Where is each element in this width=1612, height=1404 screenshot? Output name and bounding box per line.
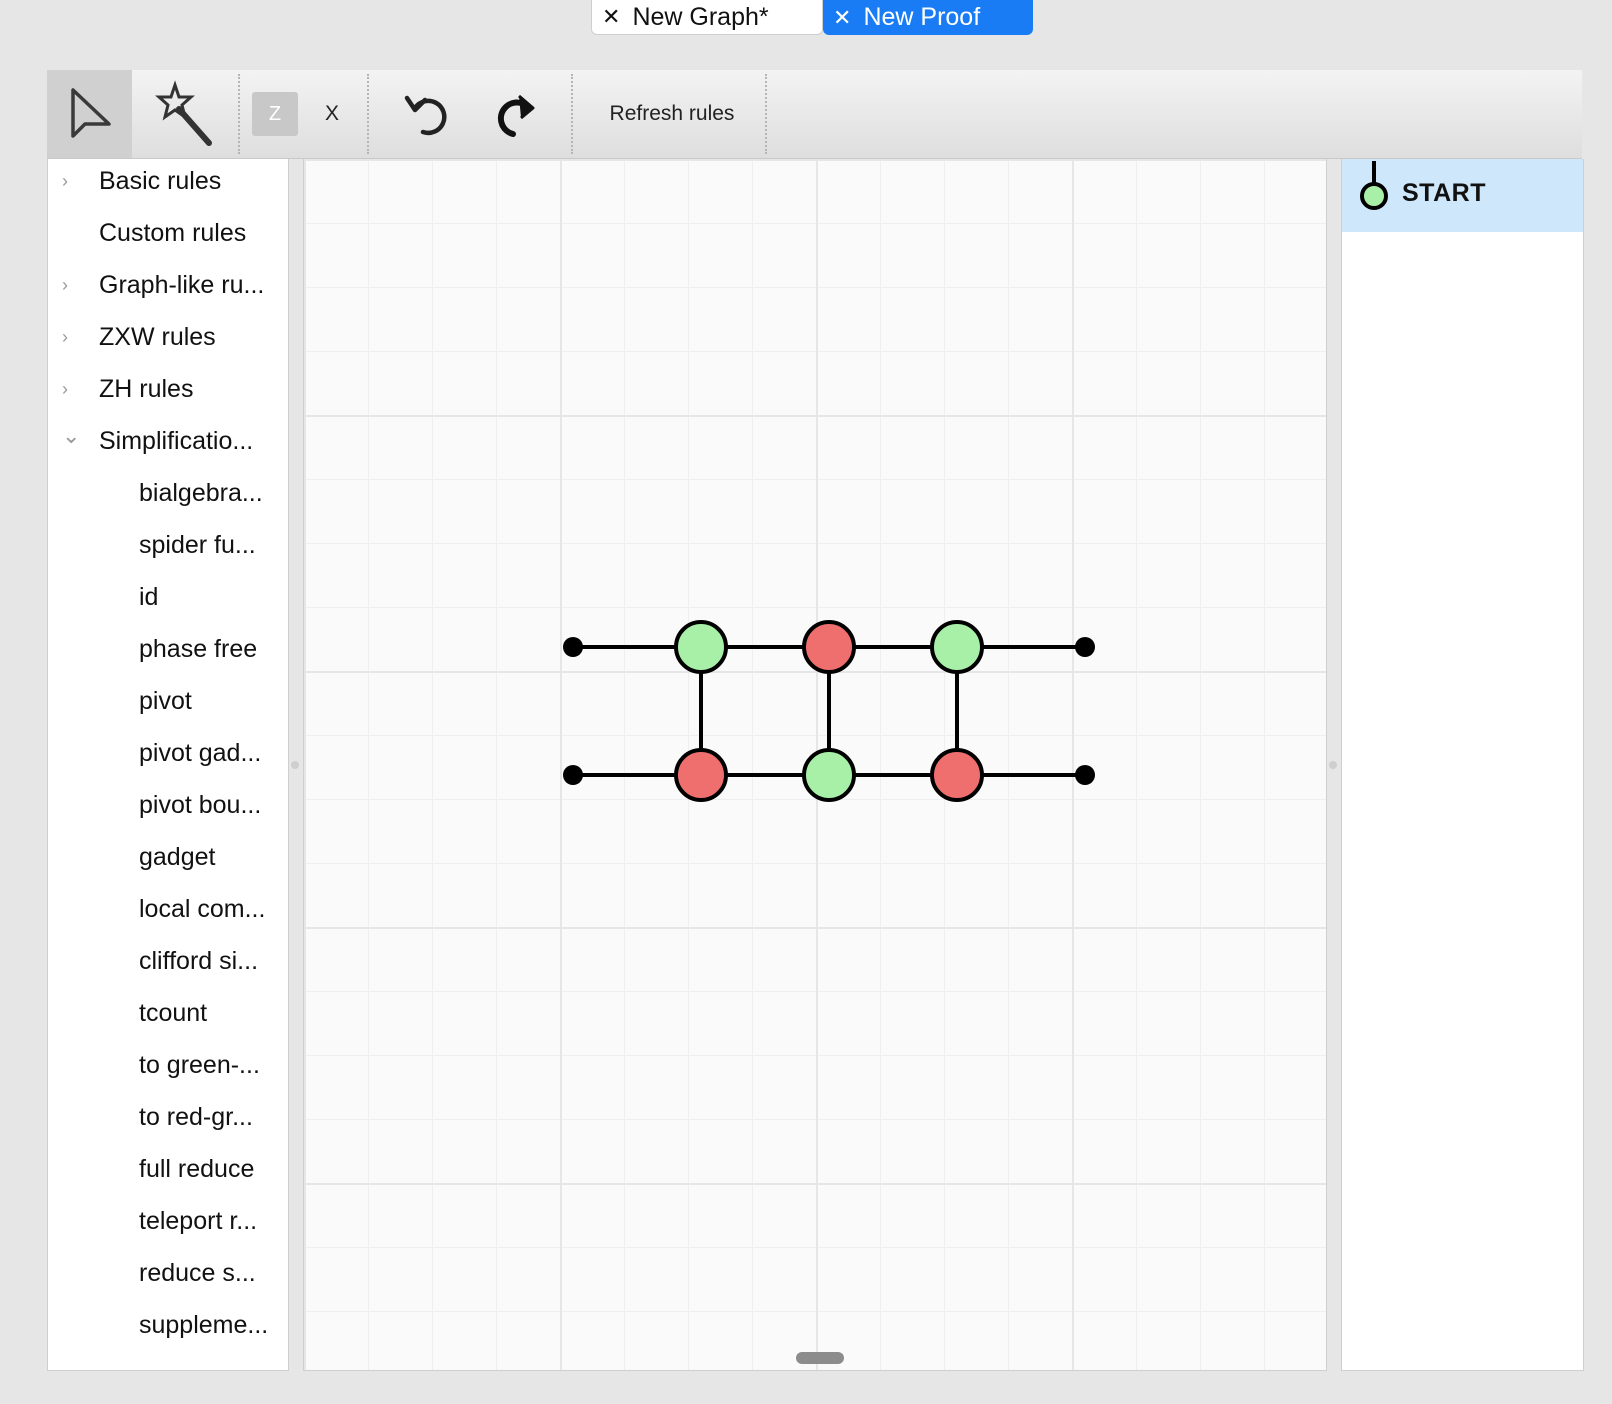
close-icon[interactable]: ✕ [833,4,852,30]
rule-item[interactable]: gadget [48,837,288,877]
x-label: X [324,102,339,125]
chevron-right-icon[interactable]: › [62,274,68,295]
magic-wand-icon [155,80,212,146]
rule-item[interactable]: clifford si... [48,941,288,981]
tab-bar: ✕ New Graph* ✕ New Proof [0,0,1612,38]
x-spider-button[interactable]: X [309,92,355,136]
rule-label: suppleme... [139,1310,269,1339]
splitter-handle-right[interactable] [1329,761,1337,769]
rule-item[interactable]: local com... [48,889,288,929]
rule-label: bialgebra... [139,478,263,507]
graph-canvas[interactable] [303,159,1327,1371]
boundary-vertex[interactable] [563,637,583,657]
refresh-rules-button[interactable]: Refresh rules [587,70,757,158]
rule-item[interactable]: reduce s... [48,1253,288,1293]
horizontal-scrollbar[interactable] [796,1352,844,1364]
rules-tree-panel: › Basic rules Custom rules › Graph-like ru..… [47,159,289,1371]
rule-item[interactable]: to red-gr... [48,1097,288,1137]
boundary-vertex[interactable] [1075,765,1095,785]
undo-icon [404,95,447,136]
rule-label: Custom rules [99,218,247,247]
z-label: Z [268,102,282,125]
zx-diagram[interactable] [304,159,1326,1370]
rule-item[interactable]: pivot bou... [48,785,288,825]
z-spider-button[interactable]: Z [252,92,298,136]
rule-item[interactable]: bialgebra... [48,473,288,513]
proof-step-start[interactable]: START [1342,159,1583,232]
close-icon[interactable]: ✕ [602,4,621,29]
tab-new-proof[interactable]: ✕ New Proof [823,0,1033,35]
magic-wand-button[interactable] [139,70,229,158]
rule-label: Basic rules [99,166,222,195]
toolbar-separator [571,74,573,154]
rule-label: Simplificatio... [99,426,254,455]
rule-label: to green-... [139,1050,260,1079]
tab-new-graph[interactable]: ✕ New Graph* [591,0,823,35]
rule-category[interactable]: Custom rules [48,213,288,253]
boundary-vertex[interactable] [563,765,583,785]
rule-label: reduce s... [139,1258,256,1287]
rule-item[interactable]: phase free [48,629,288,669]
rule-label: full reduce [139,1154,255,1183]
rule-label: pivot gad... [139,738,262,767]
toolbar-separator [367,74,369,154]
rule-item[interactable]: full reduce [48,1149,288,1189]
rule-item[interactable]: spider fu... [48,525,288,565]
toolbar-separator [765,74,767,154]
rule-item[interactable]: tcount [48,993,288,1033]
rule-label: clifford si... [139,946,259,975]
rule-label: ZXW rules [99,322,216,351]
rule-category[interactable]: › Graph-like ru... [48,265,288,305]
rule-label: ZH rules [99,374,194,403]
splitter-handle-left[interactable] [291,761,299,769]
step-label: START [1402,179,1486,207]
rule-category[interactable]: › Basic rules [48,161,288,201]
rule-item[interactable]: to green-... [48,1045,288,1085]
proof-steps-panel: START [1341,159,1584,1371]
rule-label: to red-gr... [139,1102,253,1131]
tab-label: New Proof [863,3,981,31]
rule-label: spider fu... [139,530,256,559]
z-spider-green[interactable] [802,748,856,802]
rule-label: pivot [139,686,192,715]
rule-category[interactable]: ⌄ Simplificatio... [48,421,288,461]
rule-label: tcount [139,998,208,1027]
boundary-vertex[interactable] [1075,637,1095,657]
rule-label: gadget [139,842,216,871]
rule-item[interactable]: suppleme... [48,1305,288,1345]
redo-button[interactable] [482,70,552,158]
rule-category[interactable]: › ZH rules [48,369,288,409]
select-tool-button[interactable] [47,70,132,158]
z-spider-green[interactable] [674,620,728,674]
rule-item[interactable]: pivot gad... [48,733,288,773]
chevron-right-icon[interactable]: › [62,378,68,399]
rule-item[interactable]: id [48,577,288,617]
rule-label: Graph-like ru... [99,270,265,299]
rule-label: phase free [139,634,258,663]
rule-item[interactable]: teleport r... [48,1201,288,1241]
x-spider-red[interactable] [674,748,728,802]
chevron-right-icon[interactable]: › [62,326,68,347]
toolbar-separator [238,74,240,154]
cursor-arrow-icon [70,88,111,138]
rule-item[interactable]: pivot [48,681,288,721]
refresh-label: Refresh rules [609,102,735,125]
rule-label: id [139,582,159,611]
tab-label: New Graph* [632,2,769,31]
x-spider-red[interactable] [802,620,856,674]
rule-category[interactable]: › ZXW rules [48,317,288,357]
chevron-right-icon[interactable]: › [62,170,68,191]
green-spider-icon [1360,161,1388,210]
undo-button[interactable] [392,70,462,158]
redo-icon [497,94,535,137]
x-spider-red[interactable] [930,748,984,802]
toolbar: Z X Refresh rules [47,70,1582,159]
rule-label: teleport r... [139,1206,258,1235]
rule-label: pivot bou... [139,790,262,819]
z-spider-green[interactable] [930,620,984,674]
chevron-down-icon[interactable]: ⌄ [62,423,81,448]
rule-label: local com... [139,894,266,923]
